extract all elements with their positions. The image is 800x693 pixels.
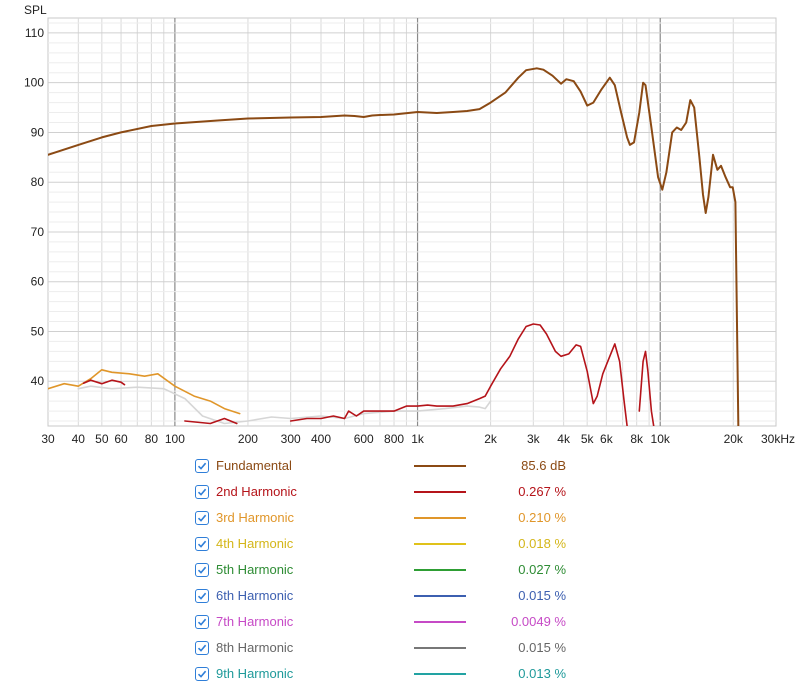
y-tick-label: 60 — [31, 275, 45, 289]
legend-label: 5th Harmonic — [216, 562, 294, 577]
legend-swatch — [414, 491, 466, 493]
checkmark-icon — [197, 488, 207, 496]
checkmark-icon — [197, 618, 207, 626]
checkmark-icon — [197, 670, 207, 678]
x-tick-label: 60 — [114, 432, 128, 446]
legend-value: 0.0049 % — [511, 614, 566, 629]
x-tick-label: 300 — [281, 432, 301, 446]
legend-swatch — [414, 673, 466, 675]
legend-item[interactable]: Fundamental 85.6 dB — [0, 456, 800, 482]
x-tick-label: 10k — [651, 432, 671, 446]
legend-value: 0.013 % — [518, 666, 566, 681]
y-tick-label: 100 — [24, 76, 44, 90]
legend-item[interactable]: 2nd Harmonic 0.267 % — [0, 482, 800, 508]
legend-value: 0.015 % — [518, 640, 566, 655]
legend-checkbox[interactable] — [195, 485, 209, 499]
legend-swatch — [414, 465, 466, 467]
series-line-3rd-harmonic — [48, 369, 241, 415]
y-tick-label: 80 — [31, 175, 45, 189]
series-lines — [48, 67, 740, 426]
x-tick-label: 3k — [527, 432, 541, 446]
x-tick-label: 40 — [72, 432, 86, 446]
x-tick-label: 200 — [238, 432, 258, 446]
legend-label: 8th Harmonic — [216, 640, 294, 655]
legend-item[interactable]: 8th Harmonic 0.015 % — [0, 638, 800, 664]
checkmark-icon — [197, 644, 207, 652]
x-tick-label: 600 — [354, 432, 374, 446]
y-tick-label: 40 — [31, 374, 45, 388]
legend-checkbox[interactable] — [195, 615, 209, 629]
legend-label: 3rd Harmonic — [216, 510, 295, 525]
legend-swatch — [414, 595, 466, 597]
legend-value: 0.015 % — [518, 588, 566, 603]
x-tick-label: 2k — [484, 432, 498, 446]
x-tick-label: 8k — [630, 432, 644, 446]
x-tick-label: 5k — [581, 432, 595, 446]
checkmark-icon — [197, 592, 207, 600]
legend-item[interactable]: 7th Harmonic 0.0049 % — [0, 612, 800, 638]
legend-checkbox[interactable] — [195, 563, 209, 577]
x-tick-label: 30kHz — [761, 432, 795, 446]
legend-label: 6th Harmonic — [216, 588, 294, 603]
x-tick-label: 1k — [411, 432, 425, 446]
y-tick-label: 90 — [31, 125, 45, 139]
series-line-8th-harmonic — [77, 385, 492, 425]
grid — [48, 18, 776, 426]
legend-checkbox[interactable] — [195, 641, 209, 655]
legend-value: 0.018 % — [518, 536, 566, 551]
legend-item[interactable]: 9th Harmonic 0.013 % — [0, 664, 800, 690]
legend-checkbox[interactable] — [195, 459, 209, 473]
legend-swatch — [414, 647, 466, 649]
legend-swatch — [414, 517, 466, 519]
legend-checkbox[interactable] — [195, 511, 209, 525]
legend-label: 2nd Harmonic — [216, 484, 297, 499]
y-tick-label: 70 — [31, 225, 45, 239]
legend-checkbox[interactable] — [195, 537, 209, 551]
x-ticks: 30 40 50 60 80 100 200 300 400 600 800 1k 2k 3k 4k 5k 6k… — [41, 432, 795, 446]
legend-item[interactable]: 5th Harmonic 0.027 % — [0, 560, 800, 586]
x-tick-label: 100 — [165, 432, 185, 446]
legend-item[interactable]: 3rd Harmonic 0.210 % — [0, 508, 800, 534]
series-line-2nd-harmonic — [82, 323, 655, 426]
series-line-fundamental — [48, 67, 740, 426]
legend-value: 85.6 dB — [521, 458, 566, 473]
legend-swatch — [414, 543, 466, 545]
y-ticks: 40 50 60 70 80 90 100 110 — [24, 26, 44, 388]
legend-label: 4th Harmonic — [216, 536, 294, 551]
checkmark-icon — [197, 566, 207, 574]
x-tick-label: 4k — [557, 432, 571, 446]
x-tick-label: 80 — [145, 432, 159, 446]
legend-label: 9th Harmonic — [216, 666, 294, 681]
x-tick-label: 6k — [600, 432, 614, 446]
legend-swatch — [414, 569, 466, 571]
legend-item[interactable]: 4th Harmonic 0.018 % — [0, 534, 800, 560]
x-tick-label: 800 — [384, 432, 404, 446]
checkmark-icon — [197, 462, 207, 470]
legend-checkbox[interactable] — [195, 667, 209, 681]
legend-value: 0.210 % — [518, 510, 566, 525]
legend-item[interactable]: 6th Harmonic 0.015 % — [0, 586, 800, 612]
y-tick-label: 110 — [25, 26, 44, 40]
y-axis-label: SPL — [24, 3, 47, 17]
x-tick-label: 400 — [311, 432, 331, 446]
legend-label: 7th Harmonic — [216, 614, 294, 629]
legend-swatch — [414, 621, 466, 623]
checkmark-icon — [197, 540, 207, 548]
checkmark-icon — [197, 514, 207, 522]
x-tick-label: 20k — [724, 432, 744, 446]
legend-label: Fundamental — [216, 458, 292, 473]
legend-value: 0.027 % — [518, 562, 566, 577]
x-tick-label: 30 — [41, 432, 55, 446]
legend-value: 0.267 % — [518, 484, 566, 499]
y-tick-label: 50 — [31, 324, 45, 338]
legend-checkbox[interactable] — [195, 589, 209, 603]
x-tick-label: 50 — [95, 432, 109, 446]
